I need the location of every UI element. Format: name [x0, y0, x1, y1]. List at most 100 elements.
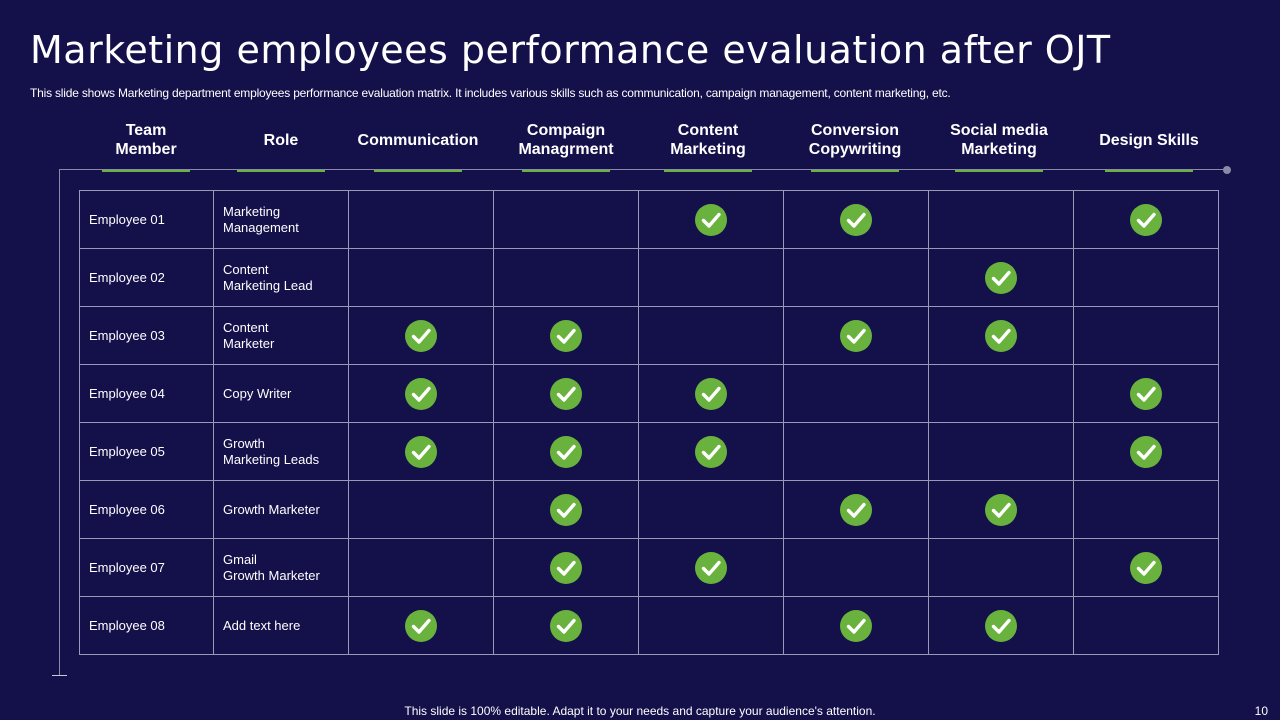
skill-cell [638, 248, 784, 307]
check-icon [1130, 551, 1162, 584]
skill-cell [928, 190, 1074, 249]
skill-cell [1073, 596, 1219, 655]
skill-cell [783, 306, 929, 365]
employee-cell: Employee 08 [79, 596, 214, 655]
check-icon [840, 203, 872, 236]
frame-top-line [59, 169, 1227, 170]
skill-cell [493, 480, 639, 539]
column-header: Conversion Copywriting [780, 118, 930, 172]
skill-cell [638, 364, 784, 423]
role-cell: Growth Marketing Leads [213, 422, 349, 481]
skill-cell [928, 306, 1074, 365]
check-icon [550, 551, 582, 584]
column-header: Design Skills [1074, 118, 1224, 172]
column-header: Compaign Managrment [491, 118, 641, 172]
frame-left-line [59, 169, 60, 675]
skill-cell [638, 190, 784, 249]
column-header-underline [1105, 169, 1193, 172]
check-icon [1130, 203, 1162, 236]
skill-cell [638, 422, 784, 481]
check-icon [840, 609, 872, 642]
check-icon [405, 319, 437, 352]
table-row: Employee 07 Gmail Growth Marketer [79, 538, 1219, 597]
check-icon [840, 319, 872, 352]
employee-cell: Employee 06 [79, 480, 214, 539]
column-header: Role [206, 118, 356, 172]
skill-cell [928, 480, 1074, 539]
check-icon [985, 261, 1017, 294]
check-icon [695, 377, 727, 410]
check-icon [550, 609, 582, 642]
skill-cell [348, 422, 494, 481]
role-cell: Content Marketing Lead [213, 248, 349, 307]
check-icon [550, 493, 582, 526]
skill-cell [783, 596, 929, 655]
footer-note: This slide is 100% editable. Adapt it to… [404, 704, 876, 718]
check-icon [840, 493, 872, 526]
skill-cell [928, 596, 1074, 655]
skill-cell [783, 364, 929, 423]
check-icon [405, 435, 437, 468]
skill-cell [348, 596, 494, 655]
role-cell: Marketing Management [213, 190, 349, 249]
skill-cell [928, 364, 1074, 423]
check-icon [695, 551, 727, 584]
skill-cell [493, 422, 639, 481]
column-header-label: Team Member [115, 122, 177, 158]
role-cell: Add text here [213, 596, 349, 655]
column-header-underline [811, 169, 899, 172]
check-icon [985, 493, 1017, 526]
skill-cell [493, 538, 639, 597]
column-header: Content Marketing [633, 118, 783, 172]
skill-cell [783, 248, 929, 307]
column-header: Team Member [71, 118, 221, 172]
skill-cell [638, 306, 784, 365]
table-row: Employee 03 Content Marketer [79, 306, 1219, 365]
skill-cell [928, 422, 1074, 481]
skill-cell [638, 480, 784, 539]
page-number: 10 [1254, 704, 1268, 718]
skill-cell [1073, 190, 1219, 249]
skill-cell [783, 538, 929, 597]
column-header: Communication [343, 118, 493, 172]
skill-cell [493, 190, 639, 249]
role-cell: Gmail Growth Marketer [213, 538, 349, 597]
check-icon [695, 435, 727, 468]
check-icon [405, 609, 437, 642]
column-header: Social media Marketing [924, 118, 1074, 172]
check-icon [1130, 377, 1162, 410]
skill-cell [493, 364, 639, 423]
frame-end-dot [1223, 166, 1231, 174]
employee-cell: Employee 05 [79, 422, 214, 481]
check-icon [550, 319, 582, 352]
check-icon [1130, 435, 1162, 468]
column-header-label: Social media Marketing [950, 122, 1048, 158]
evaluation-matrix: Employee 01 Marketing Management Employee … [79, 190, 1219, 655]
column-header-label: Communication [357, 131, 479, 149]
check-icon [985, 319, 1017, 352]
role-cell: Copy Writer [213, 364, 349, 423]
skill-cell [493, 248, 639, 307]
employee-cell: Employee 04 [79, 364, 214, 423]
table-row: Employee 05 Growth Marketing Leads [79, 422, 1219, 481]
employee-cell: Employee 07 [79, 538, 214, 597]
column-header-label: Content Marketing [670, 122, 746, 158]
table-row: Employee 02 Content Marketing Lead [79, 248, 1219, 307]
skill-cell [348, 306, 494, 365]
column-header-underline [522, 169, 610, 172]
check-icon [695, 203, 727, 236]
frame-foot-line [52, 675, 67, 676]
skill-cell [1073, 422, 1219, 481]
column-header-underline [237, 169, 325, 172]
role-cell: Content Marketer [213, 306, 349, 365]
employee-cell: Employee 03 [79, 306, 214, 365]
slide-subtitle: This slide shows Marketing department em… [30, 86, 951, 100]
column-header-label: Conversion Copywriting [808, 122, 902, 158]
check-icon [550, 435, 582, 468]
skill-cell [493, 306, 639, 365]
column-header-underline [664, 169, 752, 172]
column-header-underline [102, 169, 190, 172]
skill-cell [348, 248, 494, 307]
check-icon [985, 609, 1017, 642]
employee-cell: Employee 01 [79, 190, 214, 249]
